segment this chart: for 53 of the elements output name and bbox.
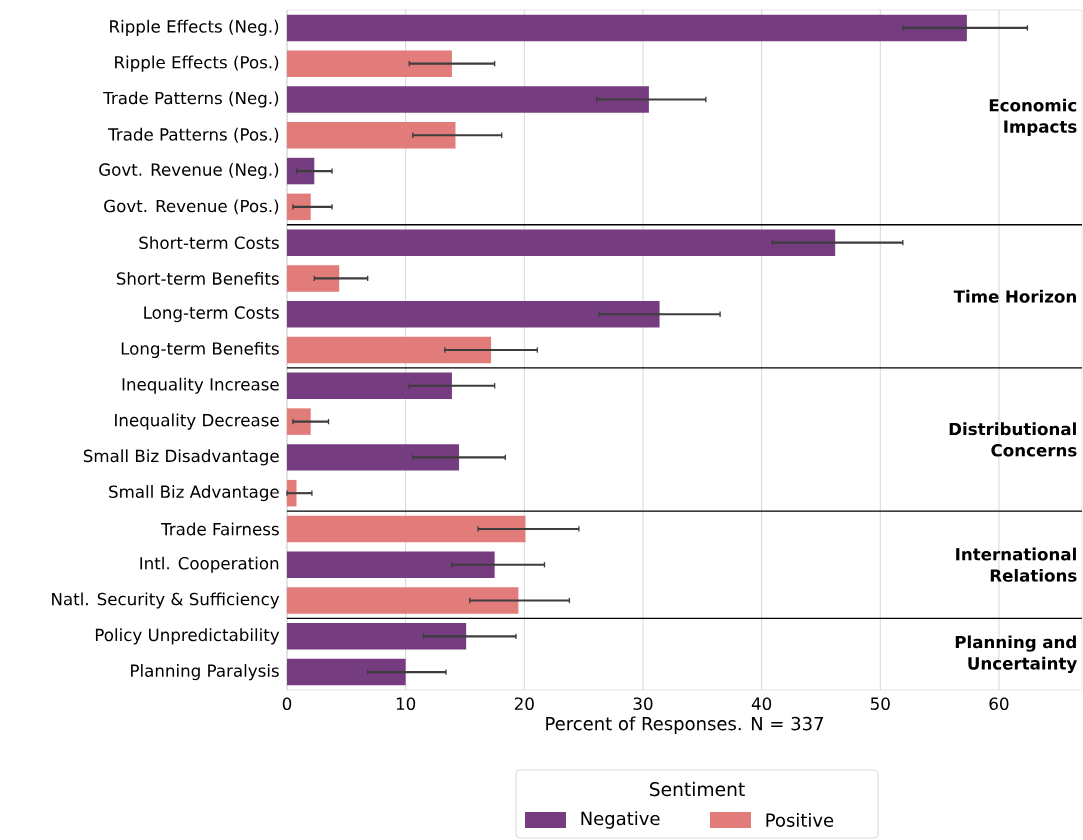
bar [287, 515, 526, 543]
bar [287, 122, 456, 149]
x-tick-label: 20 [514, 697, 534, 710]
y-tick-label: Govt. Revenue (Neg.) [99, 163, 279, 180]
y-tick-label: Long-term Benefits [121, 341, 279, 359]
y-tick-label: Trade Patterns (Neg.) [103, 91, 279, 108]
legend-title: Sentiment [650, 781, 745, 797]
x-axis-title: Percent of Responses. N = 337 [546, 716, 823, 734]
x-tick-label: 10 [396, 697, 416, 710]
annotation: International Relations [956, 547, 1077, 582]
legend-label: Positive [766, 813, 834, 827]
bar [287, 658, 406, 686]
y-tick-label: Inequality Increase [122, 377, 279, 394]
bar [287, 300, 660, 328]
bar [287, 14, 967, 42]
bar [287, 444, 460, 471]
bar [287, 408, 311, 435]
y-tick-label: Small Biz Disadvantage [83, 449, 279, 466]
y-tick-label: Small Biz Advantage [109, 485, 279, 502]
bar [287, 372, 452, 400]
bar [287, 229, 836, 256]
y-tick-label: Ripple Effects (Neg.) [110, 19, 279, 36]
bar [287, 50, 452, 77]
y-tick-label: Short-term Benefits [116, 271, 279, 285]
y-tick-label: Trade Patterns (Pos.) [108, 127, 279, 143]
y-tick-label: Short-term Costs [139, 236, 279, 250]
y-tick-label: Inequality Decrease [115, 413, 279, 430]
bar [287, 86, 649, 113]
bar [287, 551, 495, 578]
y-tick-label: Policy Unpredictability [95, 628, 280, 645]
bar [287, 265, 340, 292]
bar [287, 336, 492, 364]
y-tick-label: Planning Paralysis [131, 664, 279, 681]
x-tick-label: 60 [989, 697, 1009, 710]
y-tick-label: Ripple Effects (Pos.) [115, 55, 279, 72]
bar [287, 623, 467, 650]
annotation: Economic Impacts [989, 98, 1077, 137]
bar [287, 193, 311, 221]
bar [287, 157, 315, 185]
y-tick-label: Natl. Security & Sufficiency [52, 592, 280, 609]
y-tick-label: Govt. Revenue (Pos.) [104, 199, 279, 215]
x-tick-label: 0 [282, 697, 292, 710]
annotation: Distributional Concerns [949, 422, 1077, 457]
bar [287, 587, 519, 614]
y-tick-label: Trade Fairness [161, 522, 279, 536]
annotation: Time Horizon [953, 289, 1076, 303]
x-tick-label: 50 [870, 697, 890, 710]
legend-label: Negative [581, 811, 660, 829]
x-tick-label: 30 [633, 697, 653, 710]
y-tick-label: Intl. Cooperation [140, 556, 279, 573]
x-tick-label: 40 [751, 697, 772, 710]
y-tick-label: Long-term Costs [144, 306, 279, 323]
annotation: Planning and Uncertainty [955, 635, 1077, 674]
